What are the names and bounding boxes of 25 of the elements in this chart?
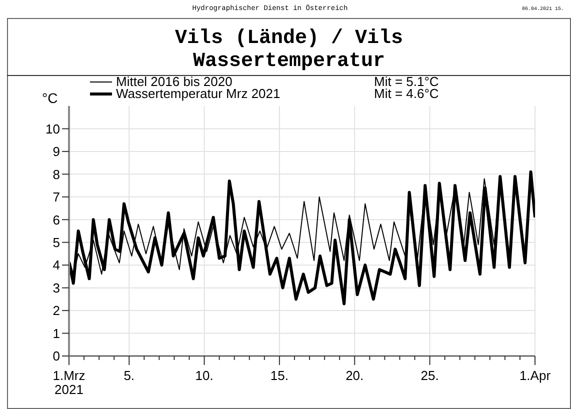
y-tick-label: 4 — [52, 258, 60, 273]
y-tick-label: 2 — [52, 303, 60, 318]
x-tick-label: 25. — [420, 368, 439, 383]
legend-label: Wassertemperatur Mrz 2021 — [116, 86, 282, 101]
x-tick-label: 5. — [124, 368, 135, 383]
y-tick-label: 10 — [46, 121, 60, 136]
text: Mit = 4.6°C — [374, 86, 439, 101]
y-tick-label: 8 — [52, 166, 60, 182]
x-tick-label: 1.Mrz 2021 — [52, 368, 86, 397]
y-tick-label: 3 — [52, 280, 60, 296]
x-tick-label: 20. — [346, 368, 364, 383]
x-tick-label: 15. — [270, 368, 288, 383]
y-tick-label: 1 — [52, 326, 60, 341]
y-tick-label: 6 — [52, 212, 60, 228]
chart-subtitle: Wassertemperatur — [192, 50, 386, 73]
legend-label: Mittel 2016 bis 2020 — [116, 74, 234, 89]
x-tick-label: 1.Apr — [519, 368, 552, 383]
y-tick-label: 7 — [52, 190, 60, 205]
text: Mit = 5.1°C — [374, 74, 439, 89]
chart-title: Vils (Lände) / Vils — [174, 27, 404, 50]
x-tick-label: 10. — [195, 368, 214, 383]
y-tick-label: 9 — [52, 144, 60, 160]
y-axis-title: °C — [42, 90, 58, 106]
y-tick-label: 5 — [52, 234, 60, 250]
y-tick-label: 0 — [52, 348, 60, 364]
